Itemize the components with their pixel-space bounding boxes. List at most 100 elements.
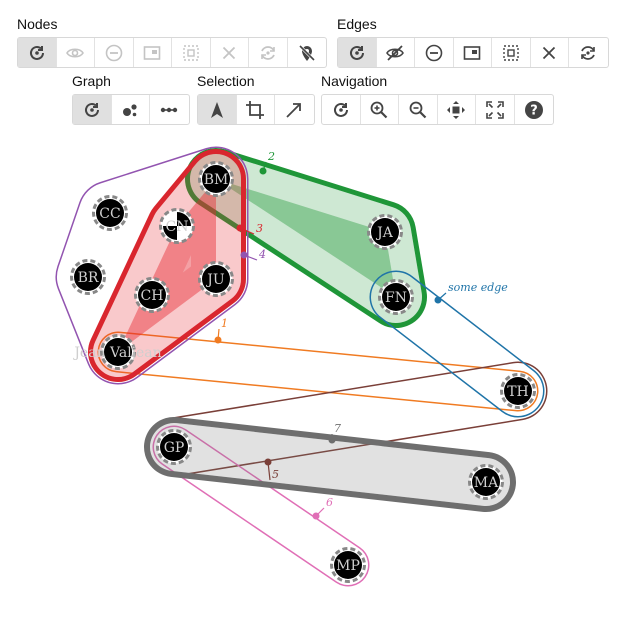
edges-toolbar bbox=[337, 37, 609, 68]
navigation-zoom-out-button[interactable] bbox=[399, 95, 438, 124]
minus-circle-icon bbox=[104, 43, 124, 63]
reset-icon bbox=[331, 100, 351, 120]
graph-dots-line-button[interactable] bbox=[150, 95, 189, 124]
bubbles-icon bbox=[120, 100, 140, 120]
node-label: JA bbox=[375, 225, 394, 241]
navigation-reset-button[interactable] bbox=[322, 95, 361, 124]
navigation-help-button[interactable]: ? bbox=[515, 95, 554, 124]
refresh-icon bbox=[258, 43, 278, 63]
crop-icon bbox=[245, 100, 265, 120]
node-label: FN bbox=[385, 290, 407, 306]
node-label: JU bbox=[205, 272, 225, 288]
eye-icon bbox=[65, 43, 85, 63]
hyperedge-label: 2 bbox=[267, 150, 275, 163]
help-icon: ? bbox=[524, 100, 544, 120]
hyperedge-anchor bbox=[259, 167, 267, 175]
zoom-out-icon bbox=[408, 100, 428, 120]
hyperedge-label: 1 bbox=[221, 317, 228, 330]
svg-text:?: ? bbox=[530, 103, 538, 118]
hyperedge-anchor bbox=[328, 436, 336, 444]
node-ch[interactable]: CH bbox=[134, 277, 170, 313]
hyperedge-anchor bbox=[264, 458, 272, 466]
refresh-icon bbox=[578, 43, 598, 63]
hyperedge-label: some edge bbox=[448, 281, 508, 294]
node-label: CC bbox=[99, 206, 120, 222]
node-label: CH bbox=[141, 288, 164, 304]
node-ma[interactable]: MA bbox=[468, 464, 504, 500]
edges-refresh-button[interactable] bbox=[569, 38, 608, 67]
hyperedge-anchor bbox=[434, 296, 442, 304]
graph-bubbles-button[interactable] bbox=[112, 95, 150, 124]
edges-eye-off-button[interactable] bbox=[377, 38, 415, 67]
hyperedge-anchor bbox=[240, 251, 248, 259]
graph-toolbar bbox=[72, 94, 190, 125]
nodes-eye-button[interactable] bbox=[57, 38, 95, 67]
navigation-move-button[interactable] bbox=[438, 95, 476, 124]
node-ja[interactable]: JA bbox=[367, 214, 403, 250]
node-ju[interactable]: JU bbox=[198, 261, 234, 297]
selection-toolbar-label: Selection bbox=[197, 73, 255, 89]
nodes-window-button[interactable] bbox=[134, 38, 172, 67]
hyperedge-label: 7 bbox=[334, 422, 341, 435]
selection-arrow-button[interactable] bbox=[275, 95, 314, 124]
nodes-select-box-button[interactable] bbox=[172, 38, 211, 67]
eye-off-icon bbox=[385, 43, 405, 63]
zoom-in-icon bbox=[369, 100, 389, 120]
node-fn[interactable]: FN bbox=[378, 279, 414, 315]
navigation-zoom-in-button[interactable] bbox=[361, 95, 399, 124]
select-box-icon bbox=[181, 43, 201, 63]
node-jv[interactable]: Jean Valjean bbox=[72, 334, 162, 370]
edges-minus-circle-button[interactable] bbox=[415, 38, 454, 67]
arrow-icon bbox=[284, 100, 304, 120]
node-label: CN bbox=[166, 219, 189, 235]
dots-line-icon bbox=[159, 100, 179, 120]
hyperedge-7[interactable] bbox=[144, 417, 516, 512]
hyperedge-2[interactable] bbox=[185, 148, 427, 328]
reset-icon bbox=[27, 43, 47, 63]
hyperedge-anchor bbox=[312, 512, 320, 520]
nodes-refresh-button[interactable] bbox=[249, 38, 288, 67]
node-mp[interactable]: MP bbox=[330, 547, 366, 583]
node-label: BR bbox=[78, 270, 99, 286]
close-icon bbox=[219, 43, 239, 63]
navigation-toolbar-label: Navigation bbox=[321, 73, 388, 89]
edges-select-box-button[interactable] bbox=[492, 38, 531, 67]
hyperedge-label: 4 bbox=[258, 248, 266, 261]
navigation-fit-button[interactable] bbox=[476, 95, 515, 124]
node-gp[interactable]: GP bbox=[156, 429, 192, 465]
hyperedge-anchor bbox=[236, 224, 244, 232]
nodes-close-button[interactable] bbox=[211, 38, 249, 67]
node-cc[interactable]: CC bbox=[92, 195, 128, 231]
hyperedge-some-edge[interactable] bbox=[369, 270, 545, 418]
nodes-pin-off-button[interactable] bbox=[288, 38, 327, 67]
node-label: BM bbox=[204, 172, 229, 188]
selection-toolbar bbox=[197, 94, 315, 125]
edges-close-button[interactable] bbox=[531, 38, 569, 67]
navigation-toolbar: ? bbox=[321, 94, 554, 125]
nodes-reset-button[interactable] bbox=[18, 38, 57, 67]
node-cn[interactable]: CN bbox=[159, 208, 195, 244]
nodes-toolbar bbox=[17, 37, 327, 68]
node-label: MP bbox=[336, 558, 360, 574]
graph-reset-button[interactable] bbox=[73, 95, 112, 124]
selection-pointer-button[interactable] bbox=[198, 95, 237, 124]
fit-icon bbox=[485, 100, 505, 120]
edges-reset-button[interactable] bbox=[338, 38, 377, 67]
window-icon bbox=[462, 43, 482, 63]
move-icon bbox=[446, 100, 466, 120]
nodes-minus-circle-button[interactable] bbox=[95, 38, 134, 67]
select-box-icon bbox=[501, 43, 521, 63]
selection-crop-button[interactable] bbox=[237, 95, 275, 124]
node-th[interactable]: TH bbox=[500, 373, 536, 409]
node-bm[interactable]: BM bbox=[198, 161, 234, 197]
hyperedge-label: 6 bbox=[326, 496, 333, 509]
hyperedge-label: 3 bbox=[256, 222, 263, 235]
node-label: GP bbox=[164, 440, 185, 456]
hyperedge-anchor bbox=[214, 336, 222, 344]
edges-window-button[interactable] bbox=[454, 38, 492, 67]
node-br[interactable]: BR bbox=[70, 259, 106, 295]
close-icon bbox=[539, 43, 559, 63]
minus-circle-icon bbox=[424, 43, 444, 63]
reset-icon bbox=[82, 100, 102, 120]
